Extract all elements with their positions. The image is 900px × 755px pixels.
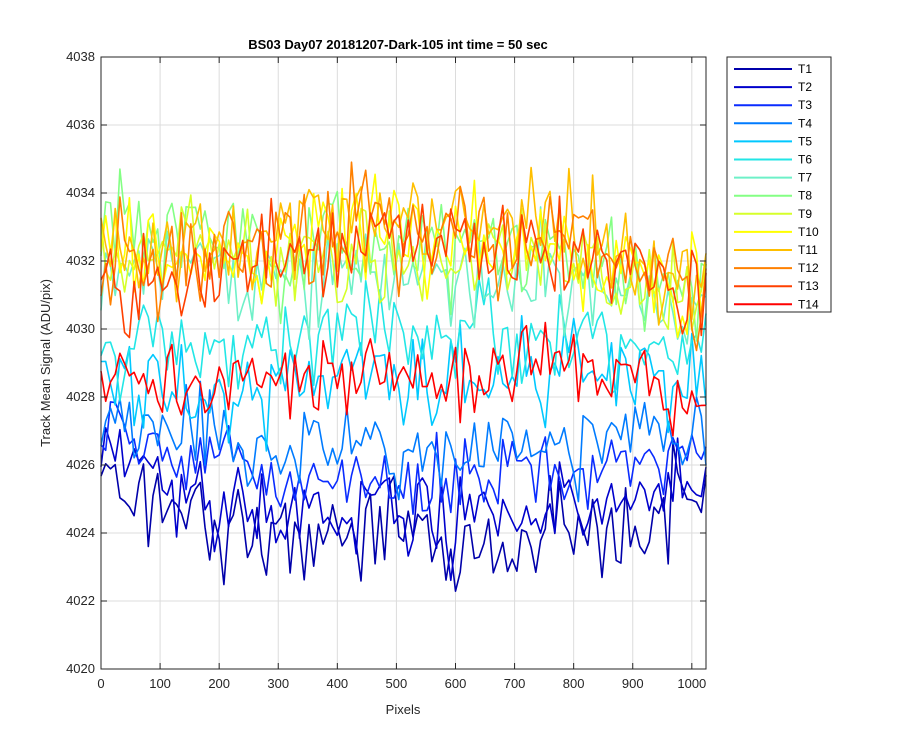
x-tick-label: 400 bbox=[326, 676, 348, 691]
legend-label-t9: T9 bbox=[798, 207, 812, 221]
x-tick-label: 100 bbox=[149, 676, 171, 691]
series-line-t11 bbox=[100, 166, 707, 326]
legend-label-t3: T3 bbox=[798, 98, 812, 112]
series-line-t9 bbox=[100, 194, 707, 331]
legend: T1 T2 T3 T4 T5 T6 T7 T8 T9 T10 T11 T12 T13 T14 bbox=[726, 56, 832, 313]
series-line-t13 bbox=[100, 195, 707, 339]
series-line-t2 bbox=[100, 427, 707, 582]
y-tick-label: 4034 bbox=[66, 185, 95, 200]
y-tick-label: 4032 bbox=[66, 253, 95, 268]
y-axis: 4020 4022 4024 4026 4028 4030 4032 4034 4036 4038 bbox=[66, 49, 706, 676]
legend-label-t5: T5 bbox=[798, 134, 812, 148]
series-line-t12 bbox=[100, 161, 707, 352]
legend-label-t12: T12 bbox=[798, 261, 819, 275]
series-line-t14 bbox=[100, 321, 707, 437]
plot-frame bbox=[100, 56, 707, 670]
x-tick-label: 200 bbox=[208, 676, 230, 691]
series-line-t4 bbox=[100, 380, 707, 503]
legend-label-t13: T13 bbox=[798, 279, 819, 293]
legend-box bbox=[726, 56, 832, 313]
y-tick-label: 4036 bbox=[66, 117, 95, 132]
legend-label-t10: T10 bbox=[798, 225, 819, 239]
y-tick-label: 4022 bbox=[66, 593, 95, 608]
y-axis-label: Track Mean Signal (ADU/pix) bbox=[38, 279, 53, 447]
series-line-t1 bbox=[100, 440, 707, 592]
x-tick-label: 0 bbox=[97, 676, 104, 691]
y-tick-label: 4026 bbox=[66, 457, 95, 472]
chart-title: BS03 Day07 20181207-Dark-105 int time = … bbox=[248, 37, 548, 52]
x-tick-label: 500 bbox=[386, 676, 408, 691]
x-tick-label: 600 bbox=[445, 676, 467, 691]
legend-label-t1: T1 bbox=[798, 62, 812, 76]
x-tick-label: 800 bbox=[563, 676, 585, 691]
legend-label-t11: T11 bbox=[798, 243, 818, 257]
series-line-t3 bbox=[100, 401, 707, 515]
x-axis: 0 100 200 300 400 500 600 700 800 900 1000 bbox=[97, 57, 706, 691]
x-tick-label: 700 bbox=[504, 676, 526, 691]
y-tick-label: 4028 bbox=[66, 389, 95, 404]
legend-label-t7: T7 bbox=[798, 171, 812, 185]
legend-label-t8: T8 bbox=[798, 189, 812, 203]
legend-label-t14: T14 bbox=[798, 297, 819, 311]
y-tick-label: 4024 bbox=[66, 525, 95, 540]
x-tick-label: 1000 bbox=[677, 676, 706, 691]
y-tick-label: 4020 bbox=[66, 661, 95, 676]
x-tick-label: 900 bbox=[622, 676, 644, 691]
x-axis-label: Pixels bbox=[386, 702, 421, 717]
legend-label-t6: T6 bbox=[798, 153, 812, 167]
y-tick-label: 4038 bbox=[66, 49, 95, 64]
series-line-t6 bbox=[100, 277, 707, 402]
x-tick-label: 300 bbox=[267, 676, 289, 691]
y-tick-label: 4030 bbox=[66, 321, 95, 336]
series-layer bbox=[100, 161, 707, 592]
legend-label-t4: T4 bbox=[798, 116, 812, 130]
legend-label-t2: T2 bbox=[798, 80, 812, 94]
